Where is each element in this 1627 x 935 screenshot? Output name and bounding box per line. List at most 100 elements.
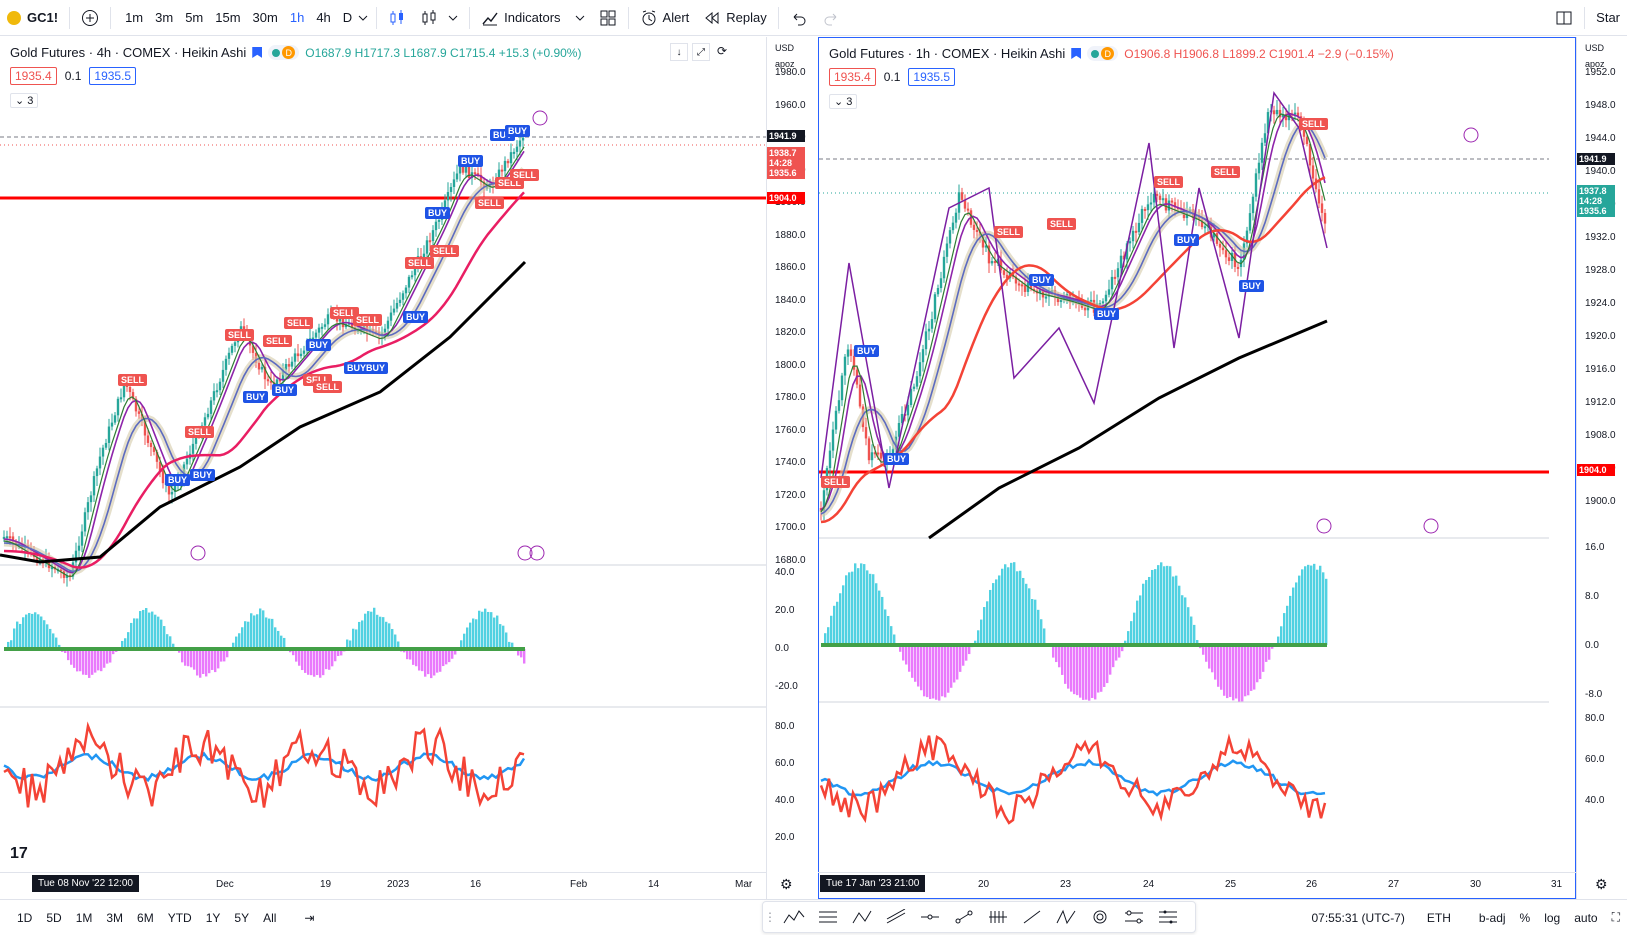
screenshot-icon[interactable]: ⛶ <box>1611 910 1620 924</box>
sell-price-button[interactable]: 1935.4 <box>829 68 876 86</box>
go-to-date-icon[interactable]: ⇥ <box>304 910 315 925</box>
symbol-search[interactable]: GC1! <box>0 0 65 36</box>
right-settings-icon[interactable]: ⚙ <box>1595 876 1608 892</box>
left-chart-canvas[interactable] <box>0 37 766 899</box>
histogram-bar <box>1307 564 1310 645</box>
left-price-axis[interactable]: USD apoz 1980.01960.01940.01920.01900.01… <box>766 37 819 899</box>
candle-body <box>299 353 303 357</box>
candle-body <box>473 172 477 175</box>
buy-price-button[interactable]: 1935.5 <box>89 67 137 85</box>
timeframe-1m[interactable]: 1m <box>125 10 144 25</box>
histogram-bar <box>1019 570 1022 645</box>
lines-tool-icon[interactable] <box>811 904 845 930</box>
pitchfork-tool-icon[interactable] <box>1151 904 1185 930</box>
zigzag-tool-icon[interactable] <box>777 904 811 930</box>
trend-lines-icon[interactable] <box>879 904 913 930</box>
candle-body <box>822 490 826 512</box>
adjustment-toggle[interactable]: b-adj <box>1478 910 1506 925</box>
trendline-tool-icon[interactable] <box>1015 904 1049 930</box>
collapse-indicators-button[interactable]: ⌄ 3 <box>829 94 858 109</box>
drag-handle-icon[interactable]: ⋮ <box>764 910 776 924</box>
scale-label[interactable]: apoz <box>1585 59 1605 69</box>
range-1y[interactable]: 1Y <box>205 910 221 925</box>
auto-toggle[interactable]: auto <box>1574 910 1598 925</box>
undo-icon <box>793 13 806 25</box>
percent-toggle[interactable]: % <box>1519 910 1531 925</box>
candle-body <box>891 449 895 455</box>
histogram-bar <box>259 608 262 649</box>
redo-button[interactable] <box>815 0 847 36</box>
candle-body <box>915 376 919 387</box>
start-button[interactable]: Star <box>1596 10 1620 25</box>
timeframe-15m[interactable]: 15m <box>215 10 241 25</box>
log-toggle[interactable]: log <box>1544 910 1561 925</box>
timeframe-3m[interactable]: 3m <box>155 10 174 25</box>
range-3m[interactable]: 3M <box>106 910 124 925</box>
chart-type-button[interactable] <box>381 0 413 36</box>
timeframe-5m[interactable]: 5m <box>185 10 204 25</box>
candle-body <box>1170 200 1174 203</box>
range-5y[interactable]: 5Y <box>234 910 250 925</box>
candle-body <box>1293 112 1297 115</box>
left-chart-pane[interactable]: Gold Futures · 4h · COMEX · Heikin Ashi … <box>0 37 766 899</box>
timeframe-4h[interactable]: 4h <box>316 10 331 25</box>
histogram-bar <box>1142 583 1145 645</box>
split-view-button[interactable] <box>1548 0 1580 36</box>
range-5d[interactable]: 5D <box>46 910 62 925</box>
range-ytd[interactable]: YTD <box>167 910 192 925</box>
spiral-tool-icon[interactable] <box>1083 904 1117 930</box>
currency-label[interactable]: USD <box>1585 43 1605 53</box>
left-time-axis[interactable]: Dec 19 2023 16 Feb 14 Mar Tue 08 Nov '22 12:00 <box>0 872 766 899</box>
candle-body <box>933 294 937 320</box>
left-settings-icon[interactable]: ⚙ <box>780 876 793 892</box>
compare-button[interactable] <box>74 0 106 36</box>
right-price-axis[interactable]: USD apoz 1952.01948.01944.01940.01936.01… <box>1576 37 1627 899</box>
timeframe-1h[interactable]: 1h <box>289 10 305 25</box>
move-down-icon[interactable]: ↓ <box>670 43 688 61</box>
divider <box>376 6 378 29</box>
chevron-down-icon[interactable] <box>358 13 368 23</box>
session-toggle[interactable]: ETH <box>1426 910 1451 925</box>
histogram-bar <box>1055 645 1058 663</box>
indicators-button[interactable]: Indicators <box>474 0 591 36</box>
replay-button[interactable]: Replay <box>696 0 773 36</box>
histogram-bar <box>478 610 481 649</box>
chevron-down-icon[interactable] <box>448 13 458 23</box>
ohlc-values: O1687.9 H1717.3 L1687.9 C1715.4 +15.3 (+… <box>305 45 582 60</box>
alert-button[interactable]: Alert <box>633 0 697 36</box>
range-all[interactable]: All <box>263 910 277 925</box>
fib-tool-icon[interactable] <box>981 904 1015 930</box>
ray-tool-icon[interactable] <box>947 904 981 930</box>
buy-price-button[interactable]: 1935.5 <box>908 68 956 86</box>
horizontal-line-icon[interactable] <box>913 904 947 930</box>
pattern-tool-icon[interactable] <box>1049 904 1083 930</box>
refresh-icon[interactable]: ⟳ <box>716 44 728 58</box>
histogram-bar <box>67 649 70 661</box>
abc-pattern-icon[interactable] <box>845 904 879 930</box>
scale-label[interactable]: apoz <box>775 59 795 69</box>
collapse-indicators-button[interactable]: ⌄ 3 <box>10 93 39 108</box>
timeframe-30m[interactable]: 30m <box>252 10 278 25</box>
sell-price-button[interactable]: 1935.4 <box>10 67 57 85</box>
timeframe-d[interactable]: D <box>342 10 353 25</box>
right-chart-pane[interactable]: Gold Futures · 1h · COMEX · Heikin Ashi … <box>818 37 1576 899</box>
chart-type-alt-button[interactable] <box>413 0 465 36</box>
candle-body <box>266 379 270 382</box>
range-1d[interactable]: 1D <box>17 910 33 925</box>
range-1m[interactable]: 1M <box>75 910 93 925</box>
market-status: D <box>1087 46 1119 61</box>
layout-button[interactable] <box>592 0 624 36</box>
chevron-down-icon[interactable] <box>575 13 585 23</box>
right-time-axis[interactable]: 20 23 24 25 26 27 30 31 Tue 17 Jan '23 21:00 <box>818 872 1576 899</box>
maximize-icon[interactable]: ⤢ <box>692 43 710 61</box>
histogram-bar <box>1169 566 1172 645</box>
right-chart-canvas[interactable] <box>819 38 1575 898</box>
candle-body <box>449 186 453 193</box>
currency-label[interactable]: USD <box>775 43 795 53</box>
undo-button[interactable] <box>783 0 815 36</box>
sell-signal: SELL <box>1211 166 1241 178</box>
histogram-bar <box>181 649 184 663</box>
clock[interactable]: 07:55:31 (UTC-7) <box>1311 910 1405 925</box>
channel-tool-icon[interactable] <box>1117 904 1151 930</box>
range-6m[interactable]: 6M <box>137 910 154 925</box>
